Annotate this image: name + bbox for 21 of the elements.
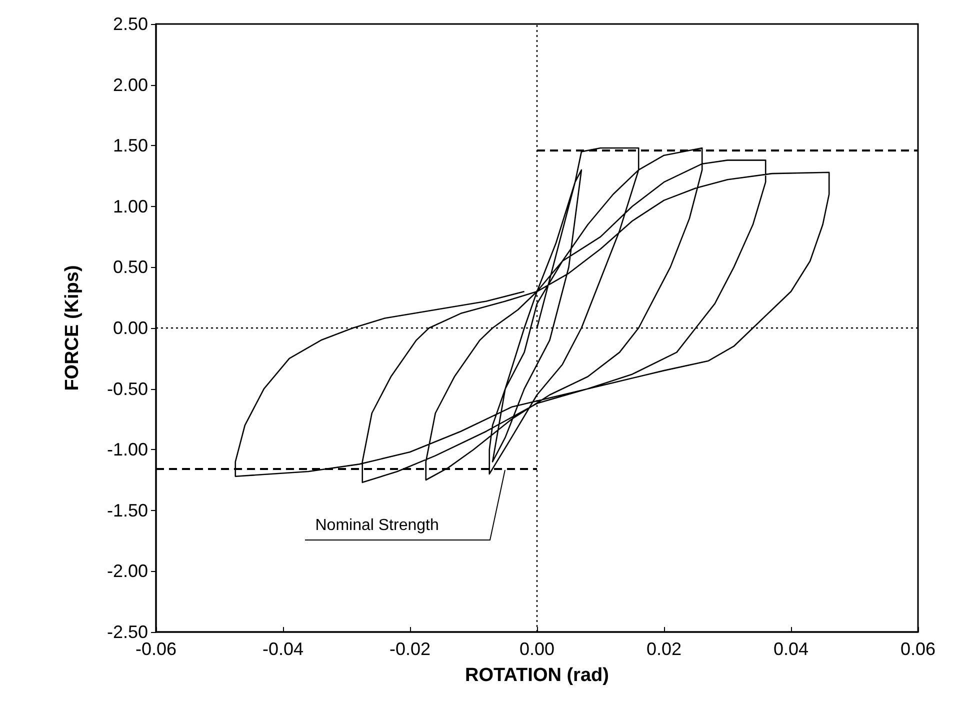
x-axis-title: ROTATION (rad) [465, 665, 609, 686]
y-tick-label: 1.50 [112, 136, 148, 156]
x-tick-label: 0.06 [900, 639, 936, 659]
y-tick-label: 1.00 [112, 196, 148, 216]
y-tick-label: -1.00 [106, 440, 148, 460]
y-tick-label: -0.50 [106, 378, 148, 399]
y-tick-label: 2.50 [112, 14, 148, 34]
y-tick-label: -2.50 [106, 622, 148, 642]
x-tick-label: -0.04 [262, 639, 304, 659]
annotation: Nominal Strength [315, 517, 439, 536]
y-axis-title: FORCE (Kips) [62, 265, 83, 391]
x-tick-label: 0.04 [773, 639, 809, 659]
x-tick-label: 0.02 [646, 639, 682, 659]
y-tick-label: 0.00 [112, 318, 148, 338]
x-tick-label: 0.00 [519, 639, 555, 659]
x-tick-label: -0.02 [389, 639, 431, 659]
y-tick-label: 0.50 [112, 257, 148, 278]
y-tick-label: -2.00 [106, 561, 148, 582]
x-tick-label: -0.06 [135, 639, 177, 659]
y-tick-label: -1.50 [106, 500, 148, 520]
y-tick-label: 2.00 [112, 74, 148, 95]
